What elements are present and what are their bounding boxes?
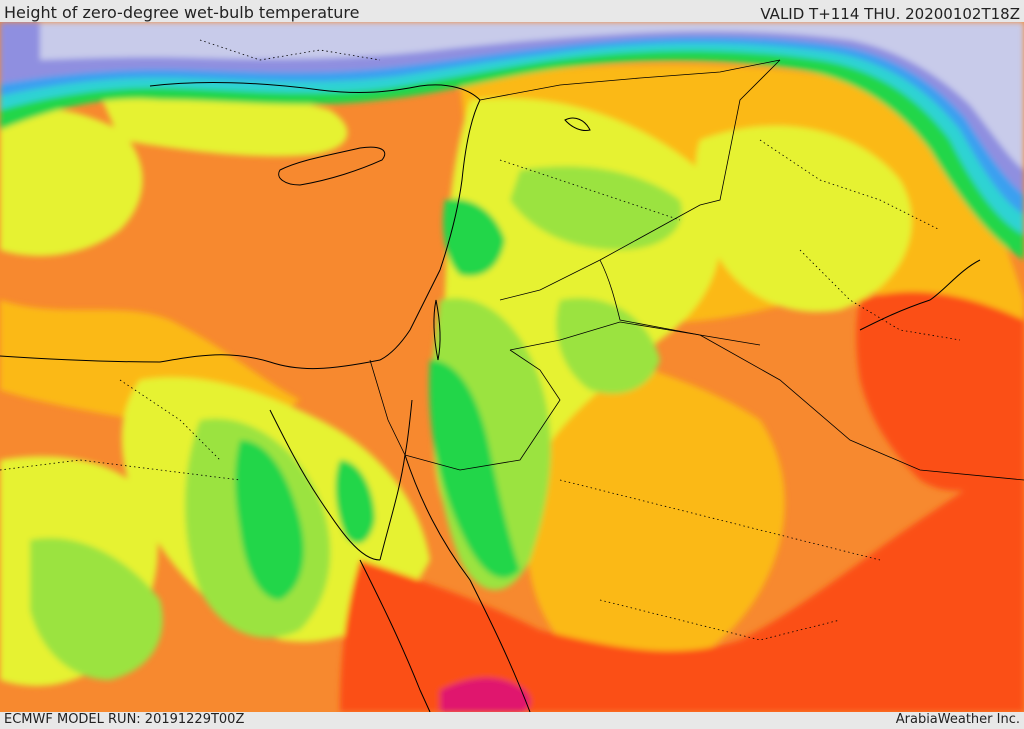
coastline-egypt [0,354,381,370]
province-syria-1 [499,159,681,221]
field-green-sinai-south [335,460,375,544]
field-green-sinai [235,440,304,600]
coastline-dead-sea [433,299,441,361]
valid-time-label: VALID T+114 THU. 20200102T18Z [760,5,1020,23]
weather-map[interactable] [0,22,1024,712]
coastline-persian-gulf [859,259,981,331]
field-light-green-syria [510,166,682,250]
field-yellow-green-east [695,125,912,312]
province-iraq-2 [799,249,961,341]
coastline-levant [379,99,481,361]
border-jordan-saudi-south [404,349,561,471]
coastlines [0,82,981,712]
coastline-lake-assad [564,117,591,131]
border-syria-turkey [479,59,781,101]
coastline-red-sea-west [359,559,431,712]
field-magenta-south [440,677,531,712]
field-light-green-west [30,538,163,680]
field-lowest-north [40,22,1024,170]
province-iraq-1 [759,139,941,231]
field-orange-yellow-arabia [516,330,785,673]
field-red-orange-east [856,291,1024,491]
province-egypt-2 [119,379,221,461]
field-yellow-green-turkey [100,87,348,157]
province-saudi-2 [599,599,841,641]
border-syria-iraq [599,259,761,346]
field-yellow-green-northwest [0,109,143,256]
field-violet-north-coast [0,22,1024,195]
map-title: Height of zero-degree wet-bulb temperatu… [4,3,360,22]
coastline-turkey [149,82,481,101]
field-red-orange-south [340,450,1024,712]
coastline-cyprus [278,146,386,186]
field-green-lebanon [443,199,505,277]
credit-label: ArabiaWeather Inc. [895,712,1020,727]
border-syria-jordan [499,59,781,301]
footer-bar: ECMWF MODEL RUN: 20191229T00Z ArabiaWeat… [0,712,1024,729]
coastline-gulf-of-suez [269,409,381,561]
field-light-green-iraq [556,298,660,394]
coastline-sinai-east [379,399,413,561]
map-canvas [0,22,1024,712]
border-iraq-saudi [699,334,1024,481]
field-green-jordan-valley [429,360,520,579]
province-saudi-1 [559,479,881,561]
header-bar: Height of zero-degree wet-bulb temperatu… [0,0,1024,23]
model-run-label: ECMWF MODEL RUN: 20191229T00Z [4,712,245,727]
border-egypt-israel [369,359,406,456]
border-jordan-saudi [509,321,701,351]
province-borders [0,39,961,641]
country-borders [369,59,1024,481]
coastline-red-sea-east [404,454,531,712]
province-turkey-1 [199,39,381,61]
